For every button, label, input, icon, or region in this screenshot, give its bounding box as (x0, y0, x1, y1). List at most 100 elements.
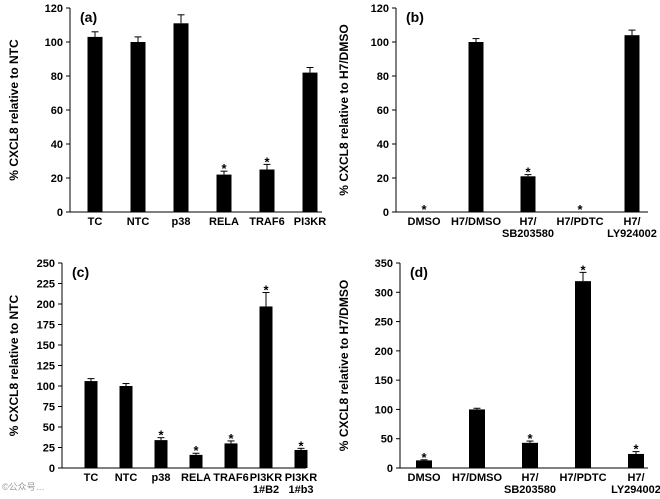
x-tick-label: PI3KR 1#B2 (250, 472, 282, 494)
y-tick-label: 60 (377, 105, 389, 117)
significance-star: * (527, 431, 533, 446)
y-tick-label: 20 (377, 173, 389, 185)
significance-star: * (633, 442, 639, 457)
bar (575, 281, 591, 468)
y-tick-label: 40 (377, 139, 389, 151)
y-axis-title: % CXCL8 relative to H7/DMSO (337, 280, 351, 451)
x-tick-label: H7/PDTC (559, 472, 606, 484)
bar (522, 442, 538, 468)
y-tick-label: 125 (37, 361, 55, 373)
x-tick-label: DMSO (408, 472, 441, 484)
x-tick-label: H7/LY924002 (607, 216, 657, 240)
significance-star: * (221, 161, 227, 176)
chart-panel-3: 0 25 50 75 100 125 150 175 200 225 250 % CXCL8 rela… (7, 258, 317, 496)
y-tick-label: 100 (37, 381, 55, 393)
y-tick-label: 120 (45, 3, 63, 15)
y-tick-label: 80 (377, 71, 389, 83)
significance-star: * (421, 450, 427, 465)
bar (224, 443, 238, 468)
y-tick-label: 300 (375, 287, 393, 299)
y-tick-label: 25 (43, 443, 55, 455)
x-tick-label: p38 (152, 472, 171, 484)
significance-star: * (263, 283, 269, 298)
y-axis-title: % CXCL8 relative to NTC (7, 294, 21, 436)
y-axis-title: % CXCL8 relative to NTC (7, 39, 21, 181)
significance-star: * (421, 202, 427, 217)
bar (468, 42, 484, 212)
y-tick-label: 50 (381, 434, 393, 446)
y-tick-label: 200 (37, 299, 55, 311)
bar (416, 460, 432, 468)
x-tick-label: H7/LY294002 (611, 472, 660, 494)
significance-star: * (264, 154, 270, 169)
chart-panel-4: 0 50 100 150 200 250 300 350 % CXCL8 relative to… (337, 258, 660, 496)
bar (259, 169, 275, 212)
x-tick-label: NTC (127, 216, 150, 228)
y-tick-label: 40 (51, 139, 63, 151)
y-tick-label: 200 (375, 346, 393, 358)
y-tick-label: 100 (375, 404, 393, 416)
bar (520, 176, 536, 212)
x-tick-label: H7/PDTC (556, 216, 603, 228)
y-tick-label: 250 (37, 258, 55, 270)
bar (119, 386, 133, 468)
bar (173, 23, 189, 212)
x-tick-label: NTC (115, 472, 138, 484)
x-tick-label: PI3KR (294, 216, 326, 228)
x-tick-label: H7/SB203580 (504, 472, 556, 494)
bar (259, 306, 273, 468)
y-tick-label: 50 (43, 422, 55, 434)
significance-star: * (580, 262, 586, 277)
x-tick-label: p38 (172, 216, 191, 228)
y-tick-label: 0 (387, 463, 393, 475)
x-tick-label: PI3KR 1#b3 (285, 472, 317, 494)
y-tick-label: 100 (45, 37, 63, 49)
bar (469, 409, 485, 468)
bar (302, 72, 318, 212)
y-tick-label: 120 (371, 3, 389, 15)
y-axis-title: % CXCL8 relative to H7/DMSO (337, 24, 351, 195)
x-tick-label: DMSO (408, 216, 441, 228)
significance-star: * (158, 428, 164, 443)
significance-star: * (298, 438, 304, 453)
y-tick-label: 0 (57, 207, 63, 219)
y-tick-label: 0 (49, 463, 55, 475)
watermark-text: ©公众号… (2, 482, 45, 492)
bar (130, 42, 146, 212)
y-tick-label: 150 (375, 375, 393, 387)
x-tick-label: TRAF6 (249, 216, 284, 228)
x-tick-label: H7/SB203580 (502, 216, 554, 240)
bar (84, 381, 98, 468)
significance-star: * (525, 165, 531, 180)
y-tick-label: 75 (43, 402, 55, 414)
bar (189, 454, 203, 468)
significance-star: * (228, 431, 234, 446)
significance-star: * (193, 443, 199, 458)
panel-label: (d) (410, 264, 428, 280)
y-tick-label: 350 (375, 258, 393, 270)
y-tick-label: 175 (37, 320, 55, 332)
y-tick-label: 225 (37, 279, 55, 291)
x-tick-label: RELA (209, 216, 239, 228)
x-tick-label: RELA (181, 472, 211, 484)
panel-label: (c) (72, 264, 89, 280)
x-tick-label: TC (88, 216, 103, 228)
y-tick-label: 20 (51, 173, 63, 185)
bar (216, 174, 232, 212)
panel-label: (a) (80, 9, 97, 25)
y-tick-label: 80 (51, 71, 63, 83)
significance-star: * (577, 202, 583, 217)
x-tick-label: TRAF6 (213, 472, 248, 484)
y-tick-label: 100 (371, 37, 389, 49)
x-tick-label: H7/DMSO (452, 472, 503, 484)
x-tick-label: TC (84, 472, 99, 484)
x-tick-label: H7/DMSO (451, 216, 502, 228)
y-tick-label: 0 (383, 207, 389, 219)
chart-panel-1: 0 20 40 60 80 100 120 % CXCL8 relative to NTC (a… (7, 3, 326, 228)
bar (87, 36, 103, 213)
panel-label: (b) (406, 9, 424, 25)
y-tick-label: 60 (51, 105, 63, 117)
y-tick-label: 250 (375, 317, 393, 329)
